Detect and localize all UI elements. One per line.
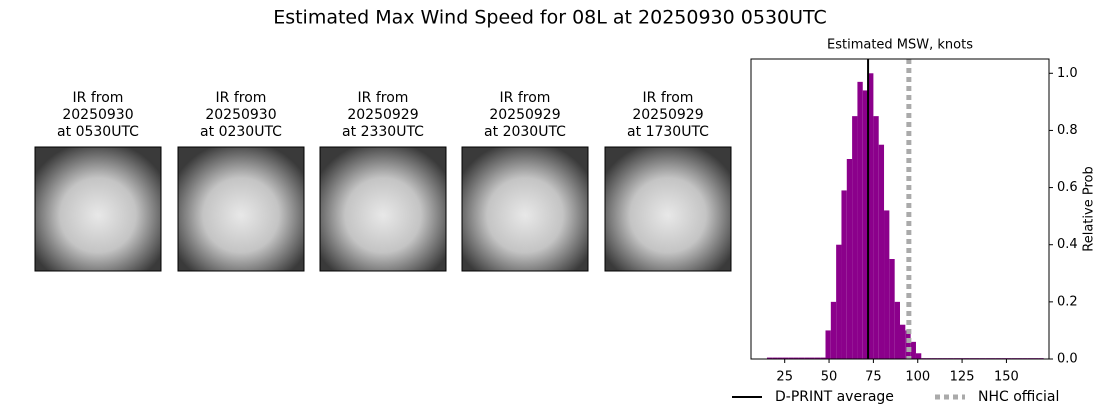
bar — [900, 324, 906, 359]
bar — [852, 116, 858, 360]
bar — [820, 357, 826, 359]
panel-title: 20250929 — [632, 107, 703, 123]
y-axis-label: Relative Prob — [1082, 166, 1097, 251]
bar — [878, 144, 885, 359]
legend-label: D-PRINT average — [775, 389, 894, 405]
panel-title: IR from — [358, 90, 409, 106]
ir-image — [34, 146, 162, 272]
panel-title: IR from — [73, 90, 124, 106]
bar — [873, 116, 879, 360]
y-tick-label: 1.0 — [1057, 66, 1078, 81]
x-tick-label: 50 — [821, 370, 838, 385]
bar — [798, 357, 805, 359]
bar — [915, 353, 922, 359]
bar — [889, 259, 895, 359]
panel-title: at 1730UTC — [627, 124, 709, 140]
bar — [841, 190, 847, 359]
panel-title: at 2330UTC — [342, 124, 424, 140]
panel-title: IR from — [216, 90, 267, 106]
panel-title: at 0530UTC — [57, 124, 139, 140]
panel-title: at 2030UTC — [484, 124, 566, 140]
bar — [809, 357, 815, 359]
bar — [782, 357, 789, 359]
y-tick-label: 0.2 — [1057, 294, 1078, 309]
bar — [804, 357, 810, 359]
y-tick-label: 0.0 — [1057, 352, 1078, 367]
bar — [836, 244, 842, 359]
chart-title: Estimated MSW, knots — [827, 38, 973, 53]
bar — [772, 357, 778, 359]
bar — [910, 341, 916, 359]
panel-title: at 0230UTC — [200, 124, 282, 140]
panel-title: 20250930 — [205, 107, 276, 123]
bar — [894, 301, 900, 359]
bar — [857, 81, 863, 359]
y-tick-label: 0.4 — [1057, 237, 1078, 252]
y-tick-label: 0.6 — [1057, 180, 1078, 195]
histogram-chart: Estimated MSW, knots 25 50 75 100 125 150 0.0 0.… — [732, 38, 1097, 405]
y-tick-label: 0.8 — [1057, 123, 1078, 138]
plot-frame — [750, 58, 1050, 360]
panel-title: 20250930 — [62, 107, 133, 123]
bar — [793, 357, 799, 359]
panel-title: 20250929 — [489, 107, 560, 123]
bar — [862, 90, 869, 359]
bar — [825, 330, 831, 359]
x-tick-label: 150 — [994, 370, 1019, 385]
ir-image — [604, 146, 732, 272]
legend-label: NHC official — [978, 389, 1059, 405]
bar — [766, 357, 773, 359]
x-tick-label: 125 — [950, 370, 975, 385]
bar — [868, 73, 874, 360]
figure-title: Estimated Max Wind Speed for 08L at 2025… — [273, 7, 827, 29]
bar — [788, 357, 794, 359]
bar — [884, 210, 890, 359]
x-tick-label: 75 — [865, 370, 882, 385]
bar — [846, 159, 853, 359]
panel-title: IR from — [643, 90, 694, 106]
ir-image — [177, 146, 305, 272]
x-tick-label: 25 — [776, 370, 793, 385]
x-tick-label: 100 — [905, 370, 930, 385]
bar — [830, 301, 837, 359]
panel-title: IR from — [500, 90, 551, 106]
ir-image — [461, 146, 589, 272]
panel-title: 20250929 — [347, 107, 418, 123]
bar — [905, 330, 911, 359]
ir-image — [319, 146, 447, 272]
bar — [814, 357, 821, 359]
bar — [777, 357, 783, 359]
